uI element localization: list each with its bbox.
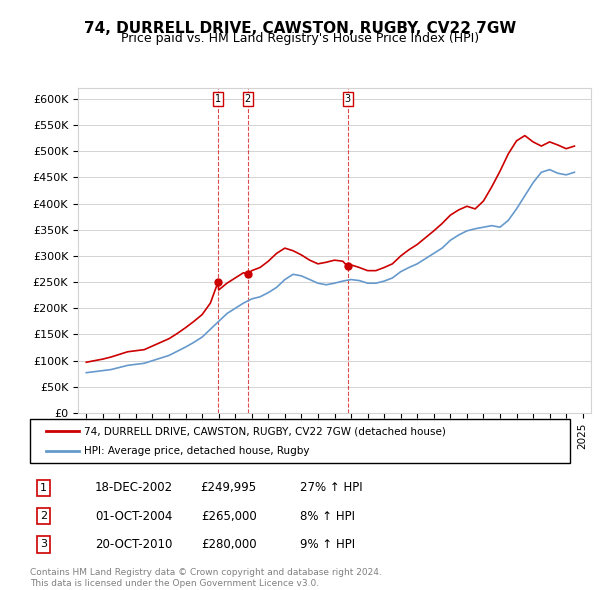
Text: £265,000: £265,000 [201, 510, 257, 523]
Text: 8% ↑ HPI: 8% ↑ HPI [300, 510, 355, 523]
Text: 3: 3 [40, 539, 47, 549]
Text: 3: 3 [344, 94, 351, 104]
Text: HPI: Average price, detached house, Rugby: HPI: Average price, detached house, Rugb… [84, 446, 310, 455]
Text: 2: 2 [40, 511, 47, 521]
Text: 2: 2 [244, 94, 251, 104]
Text: £280,000: £280,000 [201, 538, 257, 551]
Text: This data is licensed under the Open Government Licence v3.0.: This data is licensed under the Open Gov… [30, 579, 319, 588]
Text: 20-OCT-2010: 20-OCT-2010 [95, 538, 172, 551]
Text: 74, DURRELL DRIVE, CAWSTON, RUGBY, CV22 7GW (detached house): 74, DURRELL DRIVE, CAWSTON, RUGBY, CV22 … [84, 427, 446, 436]
Text: 1: 1 [215, 94, 221, 104]
Text: 1: 1 [40, 483, 47, 493]
Text: Price paid vs. HM Land Registry's House Price Index (HPI): Price paid vs. HM Land Registry's House … [121, 32, 479, 45]
Text: Contains HM Land Registry data © Crown copyright and database right 2024.: Contains HM Land Registry data © Crown c… [30, 568, 382, 576]
Text: 27% ↑ HPI: 27% ↑ HPI [300, 481, 362, 494]
Text: 9% ↑ HPI: 9% ↑ HPI [300, 538, 355, 551]
Text: 01-OCT-2004: 01-OCT-2004 [95, 510, 172, 523]
Text: £249,995: £249,995 [200, 481, 257, 494]
Text: 18-DEC-2002: 18-DEC-2002 [95, 481, 173, 494]
Text: 74, DURRELL DRIVE, CAWSTON, RUGBY, CV22 7GW: 74, DURRELL DRIVE, CAWSTON, RUGBY, CV22 … [84, 21, 516, 35]
FancyBboxPatch shape [30, 419, 570, 463]
